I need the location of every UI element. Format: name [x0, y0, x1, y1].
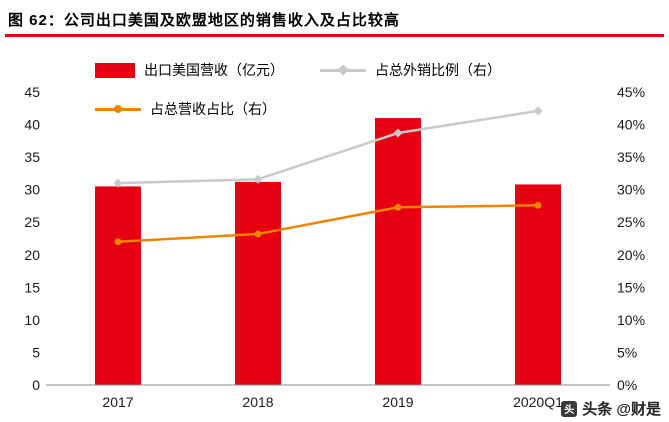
y-axis-left-tick: 10	[24, 312, 40, 328]
title-underline	[5, 34, 664, 37]
watermark: 头 头条 @财是	[561, 398, 661, 419]
y-axis-right-tick: 0%	[617, 377, 637, 393]
bar-2020Q1	[515, 184, 561, 385]
y-axis-left-tick: 40	[24, 117, 40, 133]
y-axis-left-tick: 30	[24, 182, 40, 198]
y-axis-left-tick: 35	[24, 149, 40, 165]
orange-line-swatch-icon	[95, 105, 141, 113]
dot-marker-icon	[254, 230, 262, 238]
chart-canvas: 45 40 35 30 25 20 15 10 5 0 45% 40% 35% 30% 25% 20% 15% 1…	[24, 84, 645, 410]
y-axis-right-tick: 40%	[617, 117, 645, 133]
y-axis-left-tick: 20	[24, 247, 40, 263]
watermark-text: 头条 @财是	[582, 401, 661, 418]
legend-row-1: 出口美国营收（亿元） 占总外销比例（右）	[95, 60, 501, 80]
legend-label-revenue-share: 占总营收占比（右）	[150, 101, 276, 117]
bar-2018	[235, 181, 281, 385]
line-series-2	[117, 204, 539, 244]
y-axis-left-tick: 15	[24, 279, 40, 295]
legend-item-export-revenue: 出口美国营收（亿元）	[95, 60, 284, 80]
line-series-1	[117, 109, 539, 185]
y-axis-left-tick: 0	[32, 377, 40, 393]
diamond-marker-icon	[113, 178, 123, 188]
bar-2017	[95, 186, 141, 385]
dot-marker-icon	[534, 201, 542, 209]
figure-title: 图 62：公司出口美国及欧盟地区的销售收入及占比较高	[8, 12, 400, 29]
x-axis-label-2018: 2018	[242, 394, 273, 410]
y-axis-left-tick: 25	[24, 214, 40, 230]
bar-swatch-icon	[95, 62, 135, 78]
dot-marker-icon	[394, 203, 402, 211]
x-axis-label-2020Q1: 2020Q1	[513, 394, 563, 410]
dot-marker-icon	[114, 105, 122, 113]
y-axis-right-tick: 25%	[617, 214, 645, 230]
x-axis-label-2019: 2019	[382, 394, 413, 410]
x-axis-label-2017: 2017	[102, 394, 133, 410]
y-axis-right-tick: 30%	[617, 182, 645, 198]
diamond-marker-icon	[337, 64, 349, 76]
legend-label-export-revenue: 出口美国营收（亿元）	[144, 62, 284, 78]
legend-label-export-share: 占总外销比例（右）	[375, 62, 501, 78]
dot-marker-icon	[114, 238, 122, 246]
y-axis-right-tick: 5%	[617, 344, 637, 360]
y-axis-right-tick: 10%	[617, 312, 645, 328]
gray-line-swatch-icon	[320, 64, 366, 76]
diamond-marker-icon	[253, 174, 263, 184]
legend-item-export-share: 占总外销比例（右）	[320, 60, 501, 80]
y-axis-right-tick: 35%	[617, 149, 645, 165]
legend-item-revenue-share: 占总营收占比（右）	[95, 99, 276, 119]
y-axis-right-tick: 15%	[617, 279, 645, 295]
bar-2019	[375, 118, 421, 386]
y-axis-right-tick: 20%	[617, 247, 645, 263]
diamond-marker-icon	[393, 128, 403, 138]
y-axis-left-tick: 5	[32, 344, 40, 360]
toutiao-logo-icon: 头	[561, 400, 578, 417]
y-axis-left-tick: 45	[24, 84, 40, 100]
y-axis-right-tick: 45%	[617, 84, 645, 100]
legend-row-2: 占总营收占比（右）	[95, 99, 276, 119]
diamond-marker-icon	[533, 106, 543, 116]
